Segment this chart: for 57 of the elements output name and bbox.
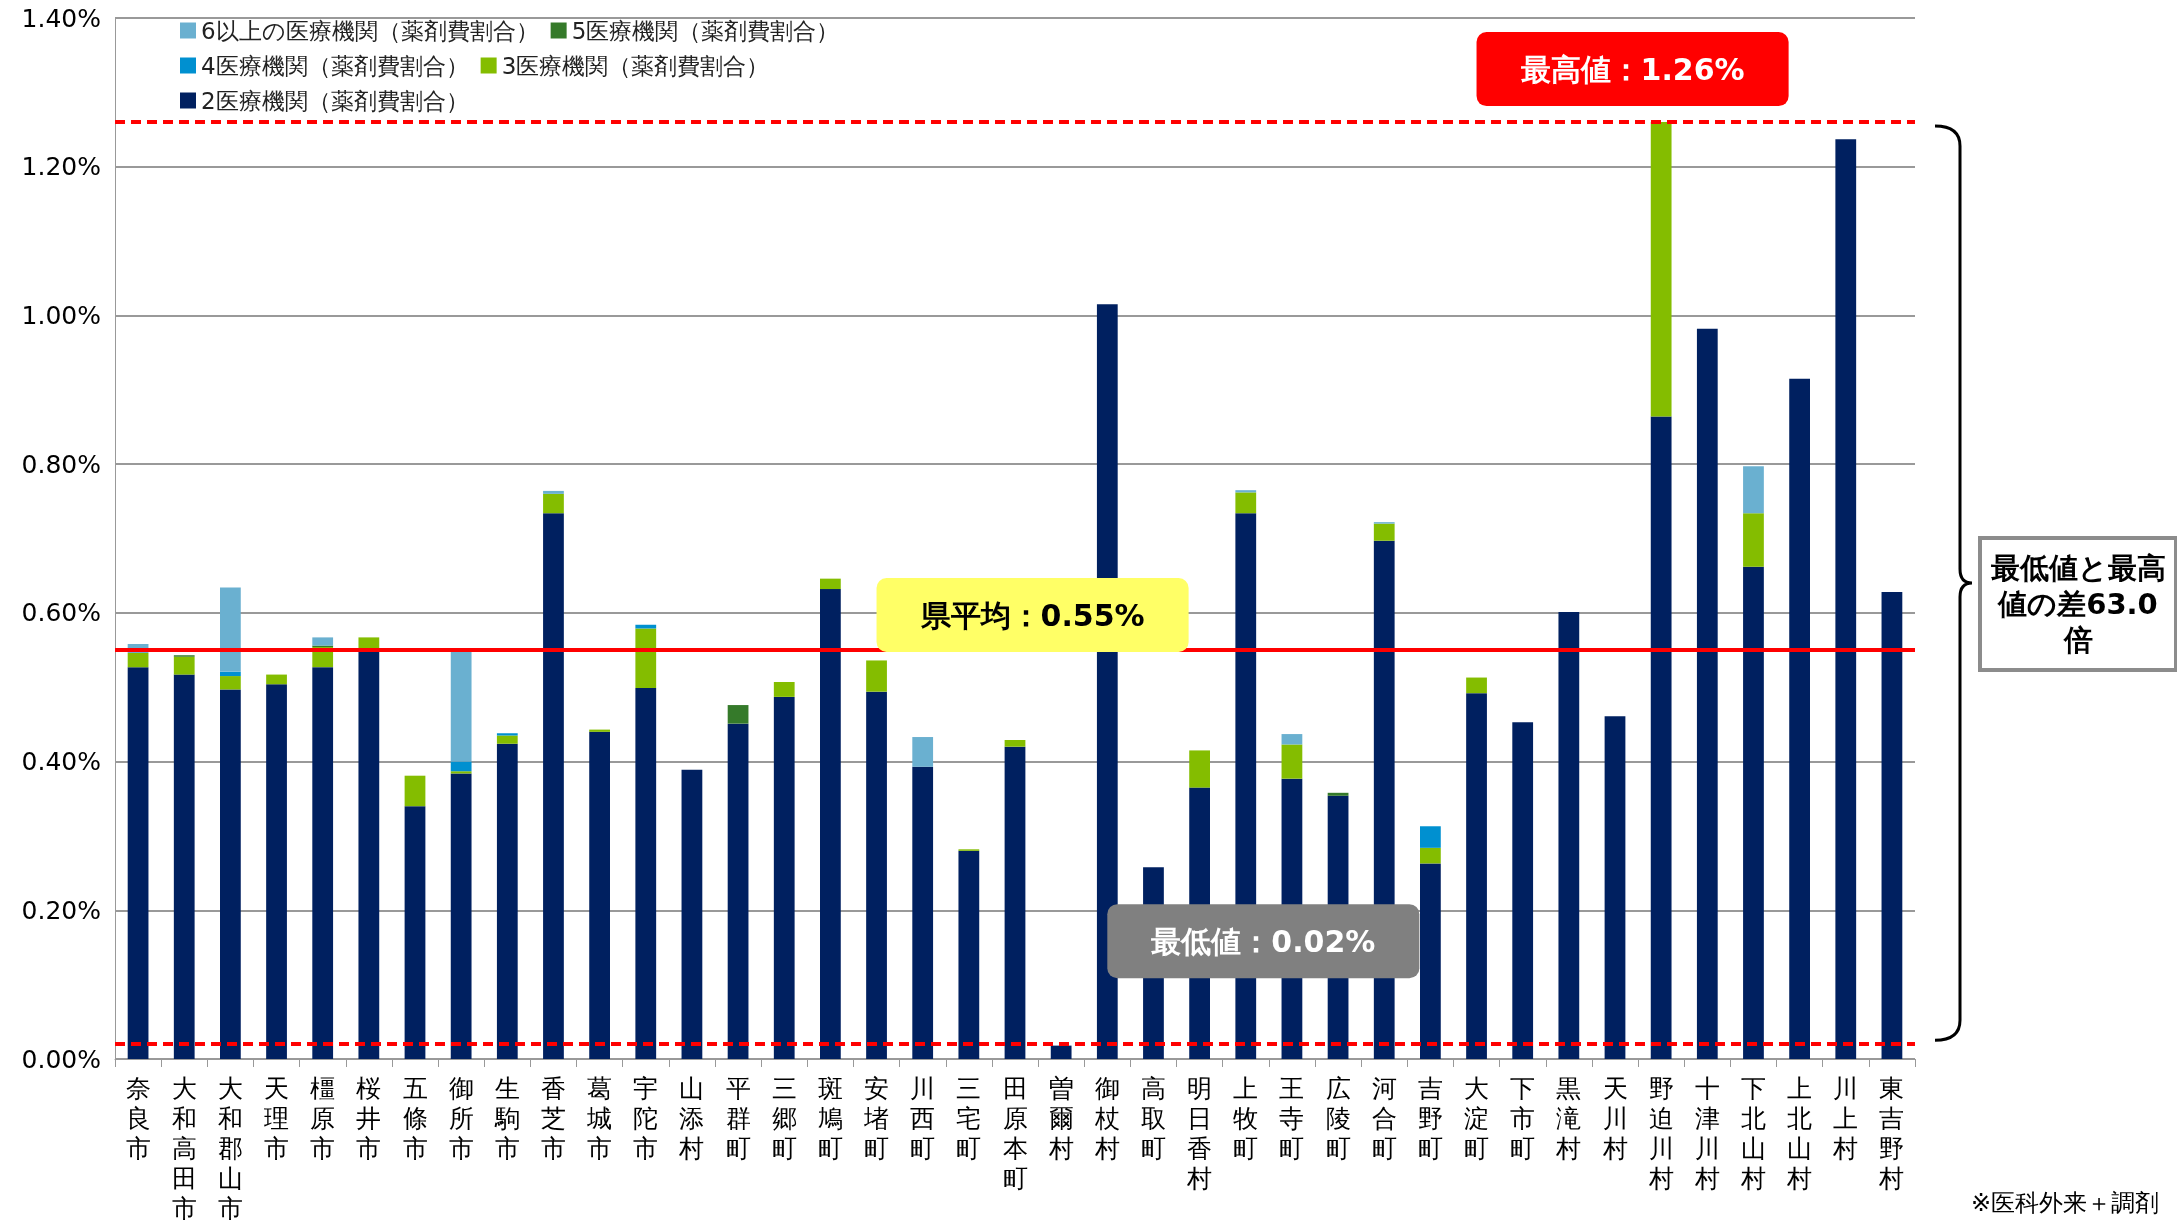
x-tick-label: 河合町	[1371, 1073, 1397, 1163]
x-tick-label: 下北山村	[1739, 1073, 1766, 1193]
legend-label: 3医療機関（薬剤費割合）	[501, 52, 770, 79]
text: 最低値と最高値の差63.0倍	[1978, 536, 2177, 672]
x-tick-label: 田原本町	[1002, 1073, 1028, 1193]
x-tick-label: 五條市	[402, 1073, 428, 1163]
ref-line-label: 最高値：1.26%	[1520, 51, 1745, 87]
x-tick-label: 黒滝村	[1555, 1073, 1582, 1163]
y-tick-label: 1.20%	[21, 152, 101, 182]
x-tick-label: 王寺町	[1279, 1073, 1305, 1163]
x-tick-label: 安堵町	[863, 1073, 890, 1163]
x-tick-label: 三郷町	[771, 1073, 797, 1163]
x-tick-label: 御所市	[448, 1073, 474, 1163]
x-tick-label: 香芝市	[540, 1073, 566, 1163]
x-tick-label: 上牧町	[1233, 1073, 1259, 1163]
x-tick-label: 宇陀市	[633, 1073, 659, 1163]
x-tick-label: 橿原市	[310, 1073, 336, 1163]
legend-label: 2医療機関（薬剤費割合）	[201, 87, 469, 114]
text: ※医科外来＋調剤	[1970, 1188, 2159, 1219]
ref-line-label: 県平均：0.55%	[919, 597, 1145, 633]
x-tick-label: 川西町	[910, 1073, 936, 1163]
x-tick-label: 斑鳩町	[817, 1073, 843, 1163]
x-tick-label: 御杖村	[1093, 1073, 1120, 1163]
x-tick-label: 大淀町	[1464, 1073, 1490, 1163]
y-tick-label: 1.40%	[21, 3, 101, 33]
x-tick-label: 明日香村	[1186, 1073, 1213, 1193]
ref-line-label: 最低値：0.02%	[1151, 923, 1376, 959]
x-tick-label: 川上村	[1832, 1073, 1859, 1163]
legend-label: 5医療機関（薬剤費割合）	[571, 17, 840, 44]
x-tick-label: 曽爾村	[1047, 1073, 1074, 1163]
x-tick-label: 山添村	[678, 1073, 705, 1163]
x-tick-label: 三宅町	[956, 1073, 982, 1163]
x-tick-label: 桜井市	[356, 1073, 382, 1163]
x-tick-label: 生駒市	[493, 1073, 520, 1163]
y-tick-label: 0.60%	[21, 598, 101, 628]
x-tick-label: 天川村	[1601, 1073, 1628, 1163]
x-tick-label: 大和高田市	[171, 1073, 197, 1223]
x-tick-label: 下市町	[1510, 1073, 1536, 1163]
legend-label: 6以上の医療機関（薬剤費割合）	[201, 17, 539, 44]
x-tick-label: 奈良市	[125, 1073, 151, 1163]
y-tick-label: 0.00%	[21, 1044, 101, 1074]
x-tick-label: 平群町	[725, 1073, 751, 1163]
x-tick-label: 葛城市	[586, 1073, 613, 1163]
y-tick-label: 0.20%	[21, 895, 101, 925]
x-tick-label: 吉野町	[1417, 1073, 1443, 1163]
legend-label: 4医療機関（薬剤費割合）	[201, 52, 469, 79]
x-tick-label: 大和郡山市	[217, 1073, 243, 1223]
y-tick-label: 0.40%	[21, 747, 101, 777]
y-tick-label: 1.00%	[21, 300, 101, 330]
x-tick-label: 上北山村	[1786, 1073, 1813, 1193]
x-tick-label: 高取町	[1140, 1073, 1166, 1163]
x-tick-label: 広陵町	[1325, 1073, 1351, 1163]
x-tick-label: 十津川村	[1693, 1073, 1720, 1193]
x-tick-label: 野迫川村	[1647, 1073, 1674, 1193]
x-tick-label: 天理市	[264, 1073, 290, 1163]
x-tick-label: 東吉野村	[1878, 1073, 1905, 1193]
y-tick-label: 0.80%	[21, 449, 101, 479]
